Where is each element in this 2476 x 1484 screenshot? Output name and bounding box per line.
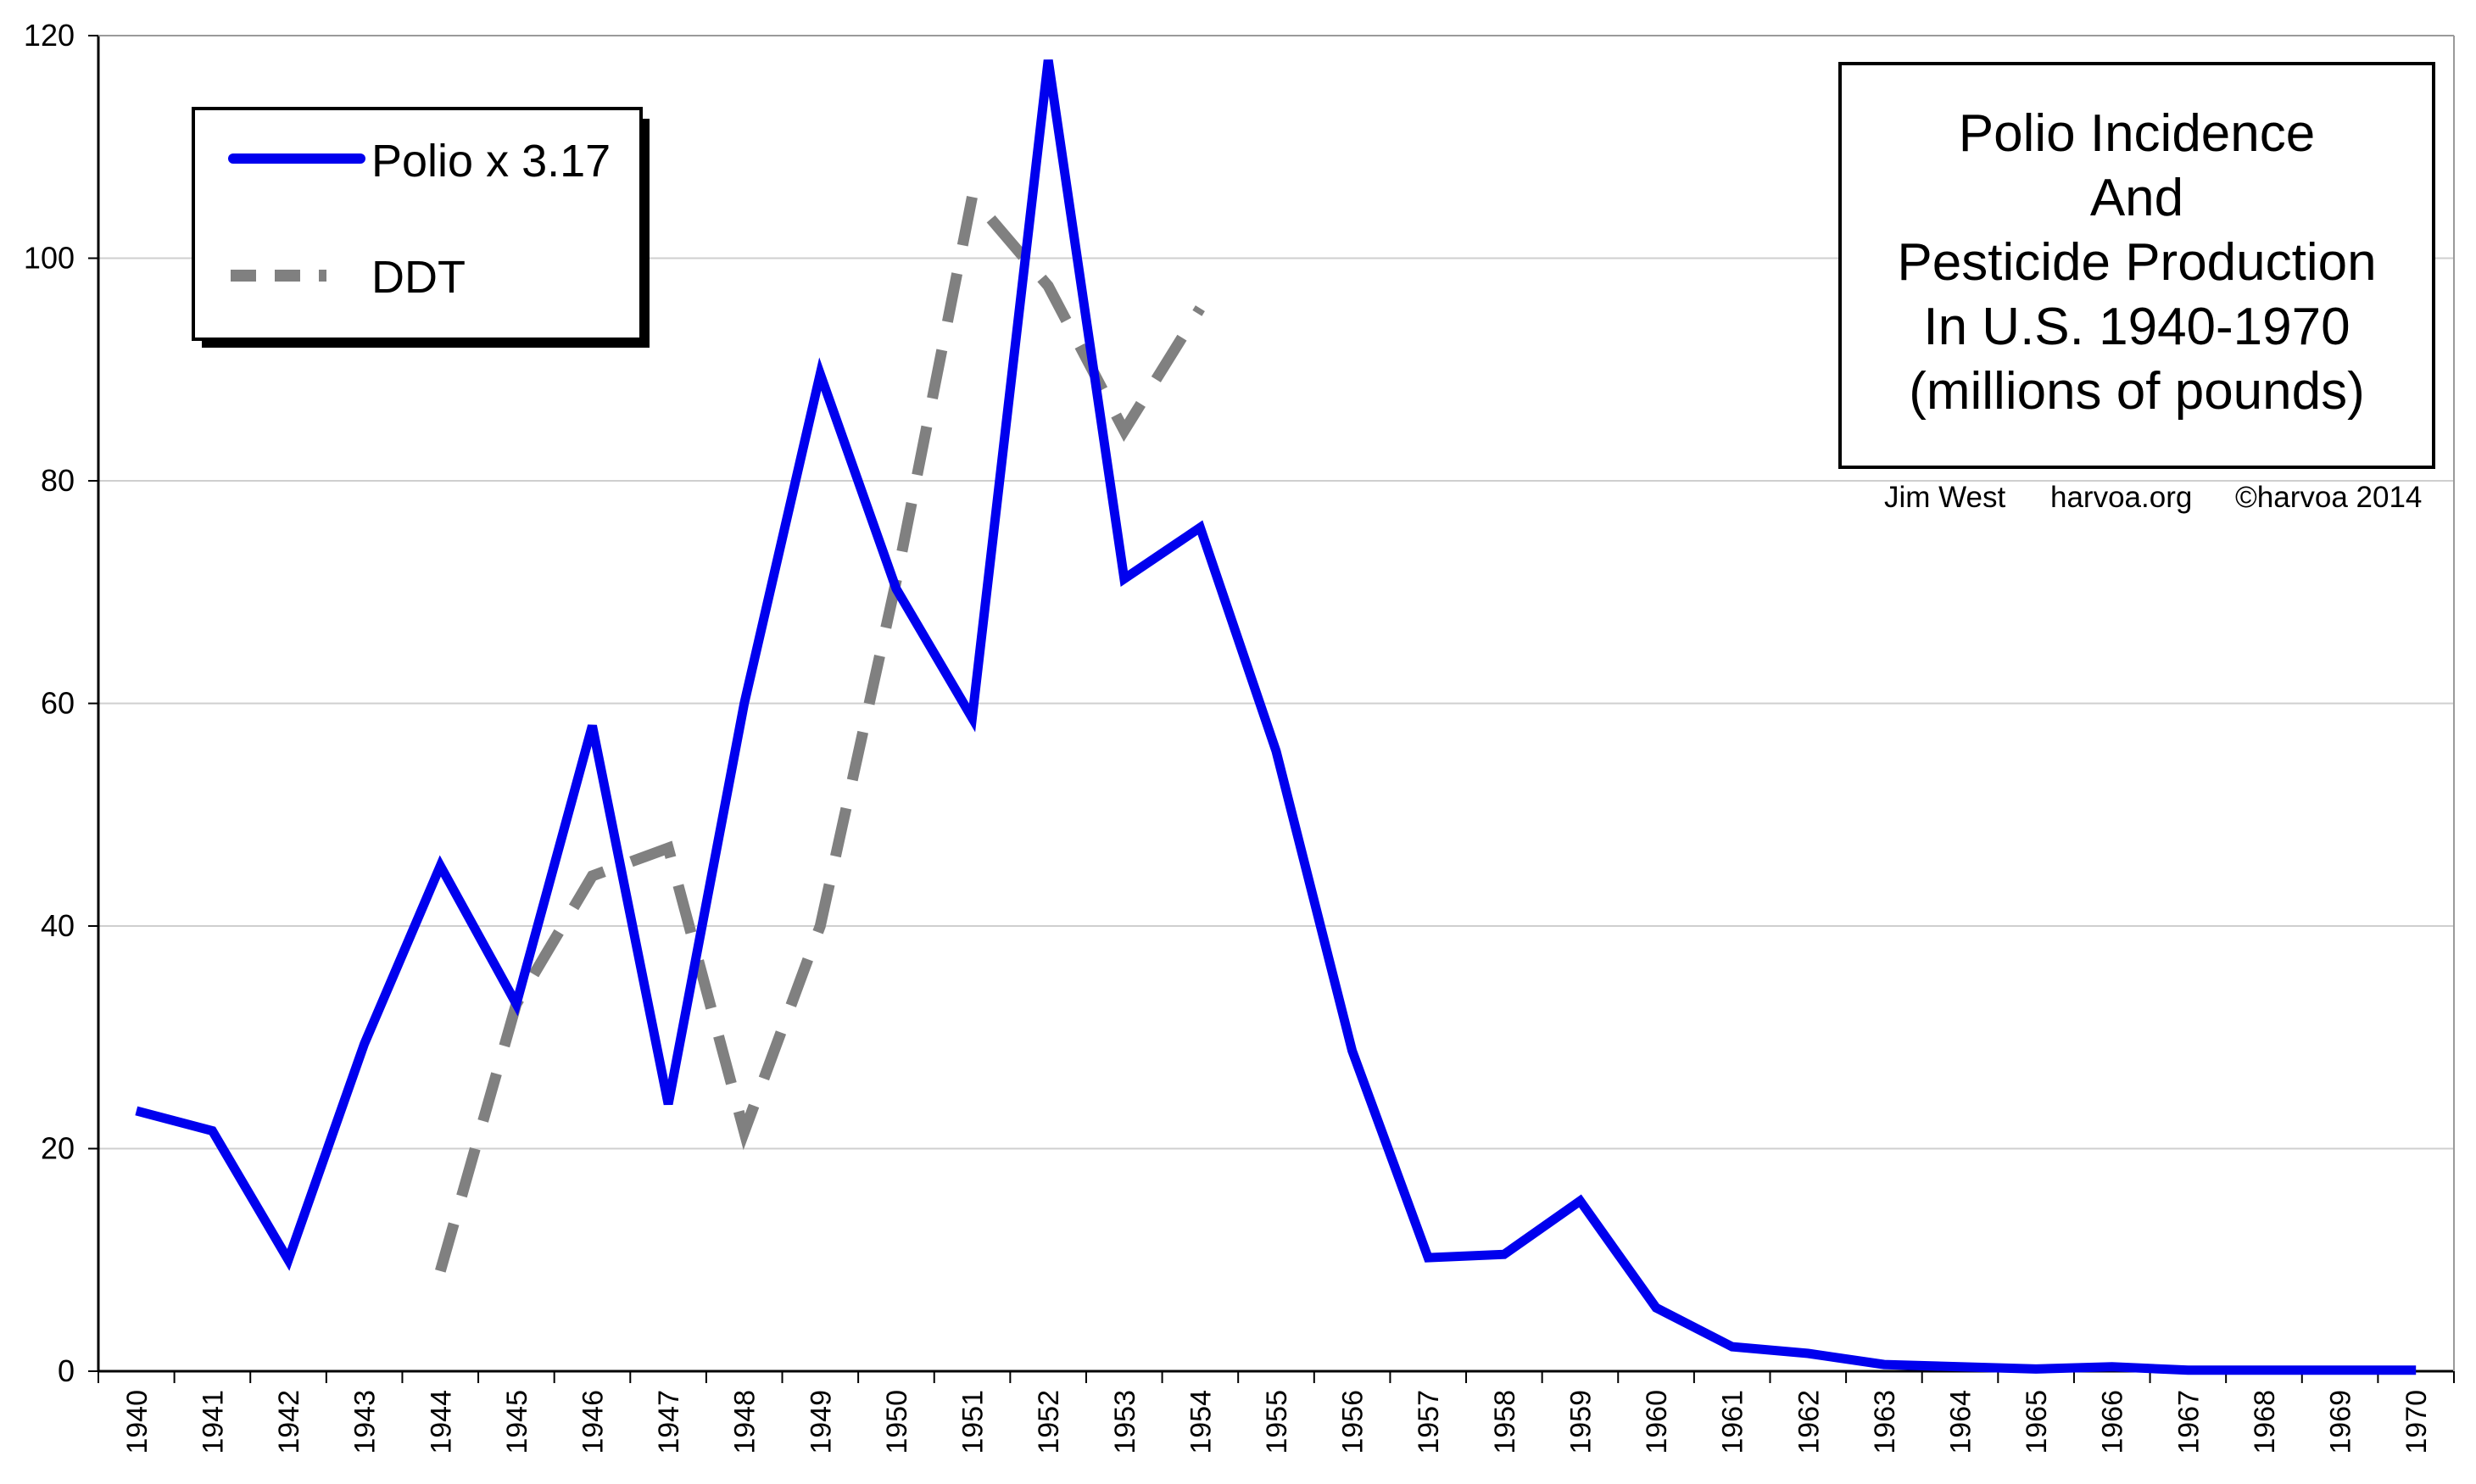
y-tick-label-40: 40 [41, 908, 75, 943]
x-tick-label-1964: 1964 [1945, 1390, 1977, 1454]
x-tick-label-1940: 1940 [121, 1390, 153, 1454]
credit-website: harvoa.org [2050, 481, 2192, 514]
x-tick-label-1947: 1947 [653, 1390, 685, 1454]
x-tick-label-1957: 1957 [1413, 1390, 1445, 1454]
x-tick-label-1952: 1952 [1033, 1390, 1065, 1454]
x-tick-label-1960: 1960 [1641, 1390, 1673, 1454]
x-tick-label-1968: 1968 [2249, 1390, 2281, 1454]
title-frame [1838, 62, 2435, 469]
title-line-2: And [2090, 169, 2183, 227]
x-tick-label-1942: 1942 [273, 1390, 305, 1454]
title-line-4: In U.S. 1940-1970 [1923, 298, 2350, 356]
x-tick-label-1950: 1950 [881, 1390, 913, 1454]
x-tick-labels: 1940 1941 1942 1943 1944 1945 1946 1947 1948 1949… [121, 1390, 2433, 1454]
x-tick-label-1969: 1969 [2325, 1390, 2357, 1454]
legend: Polio x 3.17 DDT [192, 107, 650, 348]
x-tick-label-1954: 1954 [1185, 1390, 1217, 1454]
y-tick-label-20: 20 [41, 1131, 75, 1166]
legend-label-ddt: DDT [371, 252, 466, 303]
y-tick-label-0: 0 [58, 1353, 75, 1388]
credits: Jim West harvoa.org ©harvoa 2014 [1884, 481, 2422, 514]
series-line-polio [135, 59, 2417, 1375]
title-line-3: Pesticide Production [1897, 233, 2376, 292]
x-tick-label-1943: 1943 [349, 1390, 382, 1454]
x-tick-label-1959: 1959 [1564, 1390, 1597, 1454]
x-tick-label-1944: 1944 [425, 1390, 457, 1454]
y-tick-label-80: 80 [41, 463, 75, 498]
title-box: Polio Incidence And Pesticide Production… [1838, 62, 2435, 469]
y-tick-label-100: 100 [24, 241, 75, 276]
x-tick-label-1945: 1945 [501, 1390, 533, 1454]
x-tick-label-1963: 1963 [1869, 1390, 1901, 1454]
x-tick-label-1966: 1966 [2097, 1390, 2129, 1454]
x-tick-label-1951: 1951 [957, 1390, 990, 1454]
x-tick-label-1946: 1946 [577, 1390, 609, 1454]
legend-frame [192, 107, 643, 341]
x-tick-label-1948: 1948 [729, 1390, 761, 1454]
x-tick-label-1962: 1962 [1793, 1390, 1825, 1454]
x-tick-label-1958: 1958 [1489, 1390, 1521, 1454]
x-tick-label-1955: 1955 [1261, 1390, 1293, 1454]
title-line-1: Polio Incidence [1959, 104, 2316, 163]
x-tick-label-1941: 1941 [197, 1390, 229, 1454]
x-tick-label-1965: 1965 [2021, 1390, 2053, 1454]
x-tick-label-1956: 1956 [1337, 1390, 1369, 1454]
x-tick-label-1970: 1970 [2401, 1390, 2433, 1454]
title-line-5: (millions of pounds) [1909, 362, 2365, 421]
legend-label-polio: Polio x 3.17 [371, 136, 611, 187]
x-tick-label-1953: 1953 [1109, 1390, 1141, 1454]
series-line-ddt [435, 184, 1205, 1273]
series-lines [135, 59, 2417, 1375]
x-tick-label-1967: 1967 [2172, 1390, 2205, 1454]
credit-copyright: ©harvoa 2014 [2235, 481, 2422, 514]
y-tick-label-60: 60 [41, 686, 75, 721]
y-tick-label-120: 120 [24, 18, 75, 53]
x-tick-label-1949: 1949 [805, 1390, 837, 1454]
y-tick-labels: 0 20 40 60 80 100 120 [24, 18, 75, 1388]
credit-author: Jim West [1884, 481, 2006, 514]
x-tick-label-1961: 1961 [1717, 1390, 1749, 1454]
